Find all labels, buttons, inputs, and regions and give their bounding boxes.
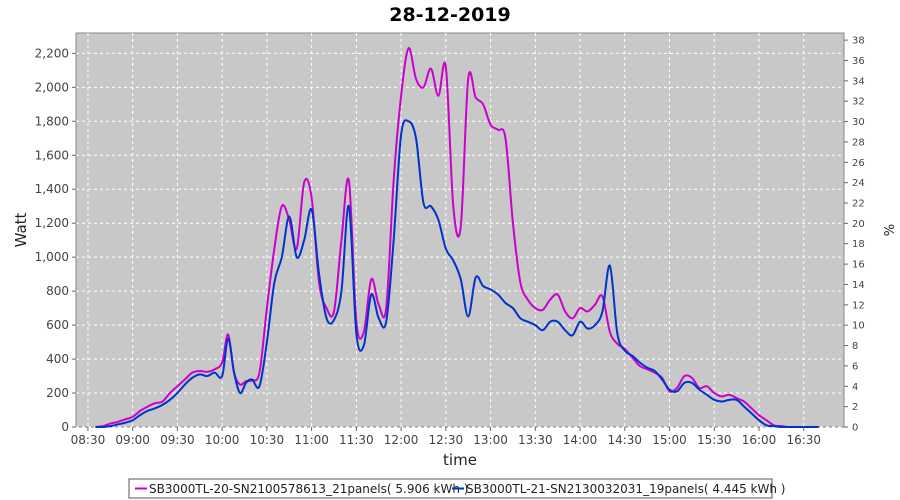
legend-label-series-1: SB3000TL-20-SN2100578613_21panels( 5.906… xyxy=(149,482,468,496)
y-tick-label: 600 xyxy=(46,318,69,332)
x-tick-label: 11:00 xyxy=(294,433,329,447)
x-tick-label: 15:30 xyxy=(697,433,732,447)
y2-tick-label: 18 xyxy=(852,239,865,250)
y-tick-label: 1,800 xyxy=(35,114,69,128)
legend-label-series-2: SB3000TL-21-SN2130032031_19panels( 4.445… xyxy=(466,482,785,496)
y2-tick-label: 22 xyxy=(852,199,865,210)
x-tick-label: 14:30 xyxy=(607,433,642,447)
y-tick-label: 800 xyxy=(46,284,69,298)
x-tick-label: 16:00 xyxy=(742,433,777,447)
y2-tick-label: 2 xyxy=(852,402,858,413)
y2-tick-label: 20 xyxy=(852,219,865,230)
x-tick-label: 13:00 xyxy=(473,433,508,447)
grid-lines xyxy=(76,33,844,428)
y2-tick-label: 0 xyxy=(852,423,858,434)
y-tick-label: 0 xyxy=(61,420,69,434)
x-tick-label: 10:00 xyxy=(205,433,240,447)
x-tick-label: 15:00 xyxy=(652,433,687,447)
y2-tick-label: 14 xyxy=(852,280,865,291)
y2-axis-title: % xyxy=(880,224,895,236)
y-tick-label: 1,400 xyxy=(35,182,69,196)
y2-tick-label: 6 xyxy=(852,361,858,372)
series-lines xyxy=(95,47,819,429)
y2-tick-label: 16 xyxy=(852,260,865,271)
x-tick-label: 09:00 xyxy=(115,433,150,447)
y2-tick-label: 10 xyxy=(852,321,865,332)
legend-box xyxy=(128,478,773,499)
y-tick-label: 1,600 xyxy=(35,148,69,162)
legend: SB3000TL-20-SN2100578613_21panels( 5.906… xyxy=(128,478,785,499)
x-axis-ticks: 08:30 09:00 09:30 10:00 10:30 11:00 11:30 12:00… xyxy=(71,427,821,447)
y2-tick-label: 28 xyxy=(852,137,865,148)
x-tick-label: 09:30 xyxy=(160,433,195,447)
y-tick-label: 2,200 xyxy=(35,46,69,60)
y2-tick-label: 12 xyxy=(852,300,865,311)
x-tick-label: 14:00 xyxy=(563,433,598,447)
series-line-2 xyxy=(95,119,819,429)
x-tick-label: 16:30 xyxy=(786,433,821,447)
x-tick-label: 08:30 xyxy=(71,433,106,447)
y2-tick-label: 36 xyxy=(852,56,865,67)
y-axis-title: Watt xyxy=(12,212,30,247)
x-tick-label: 13:30 xyxy=(518,433,553,447)
y2-tick-label: 24 xyxy=(852,178,865,189)
x-axis-title: time xyxy=(443,451,477,469)
y2-tick-label: 32 xyxy=(852,97,865,108)
y-tick-label: 2,000 xyxy=(35,80,69,94)
y2-tick-label: 34 xyxy=(852,76,865,87)
chart-title: 28-12-2019 xyxy=(389,4,511,26)
y-tick-label: 200 xyxy=(46,386,69,400)
y2-tick-label: 38 xyxy=(852,36,865,47)
y-tick-label: 400 xyxy=(46,352,69,366)
x-tick-label: 12:00 xyxy=(384,433,419,447)
x-tick-label: 10:30 xyxy=(250,433,285,447)
x-tick-label: 12:30 xyxy=(429,433,464,447)
y2-tick-label: 26 xyxy=(852,158,865,169)
y-tick-label: 1,200 xyxy=(35,216,69,230)
y-tick-label: 1,000 xyxy=(35,250,69,264)
y2-tick-label: 8 xyxy=(852,341,858,352)
y2-tick-label: 30 xyxy=(852,117,865,128)
y-axis-ticks: 0 200 400 600 800 1,000 1,200 1,400 1,600 1,800 2,… xyxy=(35,46,76,434)
x-tick-label: 11:30 xyxy=(339,433,374,447)
series-line-1 xyxy=(95,47,819,429)
y2-tick-label: 4 xyxy=(852,382,858,393)
